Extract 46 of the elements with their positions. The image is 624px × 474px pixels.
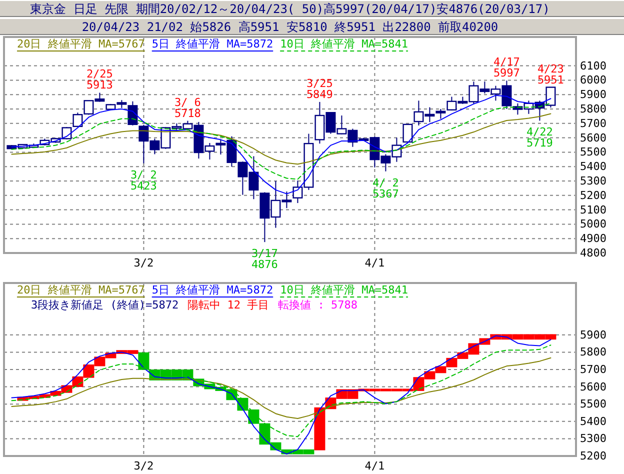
y-tick-label: 5800 [580,346,606,359]
y-tick-label: 6000 [580,74,606,87]
text: 5日 終値平滑 MA=5872 [152,38,274,50]
text: 10日 終値平滑 MA=5841 [280,38,408,50]
y-tick-label: 4800 [580,246,606,260]
y-tick-label: 5500 [580,146,606,159]
annotation: 4/23 5951 [537,62,564,86]
y-tick-label: 5600 [580,131,606,144]
y-tick-label: 5100 [580,203,606,216]
annotation: 陽転中 12 手目 [188,298,270,312]
y-tick-label: 5200 [580,450,606,462]
annotation: 4/22 5719 [526,125,553,150]
y-tick-label: 5800 [580,102,606,116]
y-tick-label: 4900 [580,232,606,246]
chart-subtitle: 20/04/23 21/02 始5826 高5951 安5810 終5951 出22800 前取40200 [82,20,498,34]
annotation: 3/17 4876 [251,246,278,271]
text: 10日 終値平滑 MA=5841 [280,284,408,296]
y-tick-label: 5900 [580,88,606,102]
y-tick-label: 5600 [580,380,606,394]
annotation: 4/17 5997 [493,55,520,80]
y-tick-label: 5300 [580,174,606,188]
y-tick-label: 5400 [580,414,606,428]
annotation: 3/ 6 5718 [174,95,201,120]
y-tick-label: 5700 [580,363,606,376]
x-tick-label: 3/2 [134,256,154,270]
y-tick-label: 5500 [580,398,606,411]
annotation: 2/25 5913 [86,67,113,92]
chart-title: 東京金 日足 先限 期間20/02/12～20/04/23( 50)高5997(20/04/17)安4876(20/03/17) [30,2,550,16]
annotation: 転換値 : 5788 [278,298,358,312]
text: 20日 終値平滑 MA=5767 [17,38,145,50]
x-tick-label: 4/1 [364,460,385,472]
x-tick-label: 4/1 [364,256,385,270]
annotation: 3/25 5849 [306,76,333,100]
x-tick-label: 3/2 [134,460,154,472]
annotation: 3段抜き新値足 (終値)=5872 [31,298,179,312]
annotation: 4/ 2 5367 [372,176,399,200]
text: 5日 終値平滑 MA=5872 [152,284,274,296]
y-tick-label: 5000 [580,218,606,231]
annotation: 3/ 2 5423 [130,168,157,192]
y-tick-label: 5200 [580,188,606,202]
y-tick-label: 5300 [580,432,606,446]
text: 20日 終値平滑 MA=5767 [17,284,145,296]
y-tick-label: 5400 [580,160,606,174]
y-tick-label: 5700 [580,116,606,130]
y-tick-label: 6100 [580,59,606,72]
y-tick-label: 5900 [580,328,606,342]
